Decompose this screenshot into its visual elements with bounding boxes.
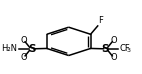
Text: S: S xyxy=(102,44,109,54)
Text: O: O xyxy=(110,53,117,62)
Text: O: O xyxy=(20,36,27,45)
Text: O: O xyxy=(110,36,117,45)
Text: O: O xyxy=(20,53,27,62)
Text: S: S xyxy=(28,44,36,54)
Text: H₂N: H₂N xyxy=(2,44,18,53)
Text: F: F xyxy=(98,16,103,25)
Text: CF: CF xyxy=(120,44,130,53)
Text: 3: 3 xyxy=(127,48,130,53)
